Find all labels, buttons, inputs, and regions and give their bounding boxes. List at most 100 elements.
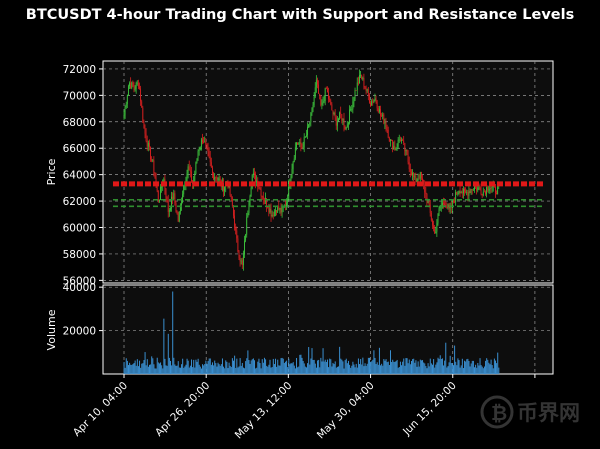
volume-bar xyxy=(238,366,240,374)
volume-bar xyxy=(288,358,290,374)
volume-bar xyxy=(259,363,261,374)
candle-body xyxy=(142,107,144,123)
candle-body xyxy=(310,113,312,123)
candle-body xyxy=(194,173,196,181)
volume-bar xyxy=(225,360,227,374)
candle-body xyxy=(130,82,132,89)
candle-body xyxy=(466,192,468,193)
volume-bar xyxy=(382,365,384,374)
candle-body xyxy=(326,88,328,93)
volume-bar xyxy=(318,359,320,374)
volume-bar xyxy=(247,350,249,374)
candle-body xyxy=(397,139,399,147)
volume-bar xyxy=(373,350,375,374)
volume-bar xyxy=(401,365,403,374)
candle-body xyxy=(438,208,440,214)
volume-bar xyxy=(229,365,231,374)
volume-bar xyxy=(313,359,315,374)
candle-body xyxy=(324,88,326,102)
volume-bar xyxy=(460,365,462,374)
volume-bar xyxy=(195,359,197,374)
volume-bar xyxy=(305,367,307,374)
volume-bar xyxy=(320,357,322,374)
volume-bar xyxy=(335,367,337,374)
volume-bar xyxy=(333,364,335,374)
candle-body xyxy=(206,144,208,148)
candle-body xyxy=(394,145,396,150)
price-tick-label: 68000 xyxy=(63,117,96,129)
candle-body xyxy=(136,82,138,84)
volume-bar xyxy=(477,362,479,374)
volume-bar xyxy=(497,352,499,374)
candle-body xyxy=(246,217,248,235)
candle-body xyxy=(476,186,478,191)
candle-body xyxy=(254,173,255,175)
candle-body xyxy=(233,206,234,216)
volume-bar xyxy=(169,360,171,374)
candle-body xyxy=(375,98,377,102)
candle-body xyxy=(428,202,430,205)
volume-bar xyxy=(489,364,491,374)
volume-bar xyxy=(175,365,177,374)
svg-text:币界网: 币界网 xyxy=(517,401,580,425)
volume-axis-label: Volume xyxy=(45,309,58,350)
candle-body xyxy=(487,187,489,191)
candle-body xyxy=(224,186,226,192)
volume-bar xyxy=(485,360,487,374)
volume-bar xyxy=(298,366,300,374)
volume-bar xyxy=(454,345,456,374)
candle-body xyxy=(144,128,146,134)
volume-bar xyxy=(276,366,278,374)
candle-body xyxy=(447,204,449,208)
candle-body xyxy=(367,89,369,96)
volume-bar xyxy=(330,359,332,374)
candle-body xyxy=(141,101,143,108)
candle-body xyxy=(321,102,323,105)
volume-bar xyxy=(183,367,185,374)
volume-bar xyxy=(364,363,366,374)
candle-body xyxy=(244,240,245,255)
candle-body xyxy=(251,174,253,188)
candle-body xyxy=(420,172,422,179)
volume-bar xyxy=(235,367,237,374)
volume-bar xyxy=(254,360,256,374)
candle-body xyxy=(153,160,155,173)
volume-bar xyxy=(307,363,309,374)
volume-bar xyxy=(123,362,125,374)
candle-body xyxy=(459,190,461,194)
volume-bar xyxy=(424,363,426,374)
candle-body xyxy=(247,213,249,218)
volume-bar xyxy=(161,365,163,374)
candle-body xyxy=(415,176,417,183)
candle-body xyxy=(339,112,341,119)
x-tick-label: Jun 15, 20:00 xyxy=(400,380,459,439)
volume-bar xyxy=(136,359,138,374)
volume-bar xyxy=(271,366,273,374)
volume-bar xyxy=(455,361,457,374)
candle-body xyxy=(314,87,316,97)
volume-bar xyxy=(319,367,321,374)
candle-body xyxy=(359,75,360,84)
volume-bar xyxy=(339,346,341,374)
volume-bar xyxy=(344,360,346,374)
candle-body xyxy=(199,147,201,150)
price-panel xyxy=(102,60,554,284)
candle-body xyxy=(204,141,206,143)
candle-body xyxy=(187,166,189,174)
volume-bar xyxy=(402,361,404,374)
candle-body xyxy=(309,122,311,125)
volume-bar xyxy=(428,366,430,374)
volume-bar xyxy=(250,360,252,374)
candle-body xyxy=(173,193,175,200)
volume-bar xyxy=(474,367,476,374)
volume-bar xyxy=(492,368,494,374)
candle-body xyxy=(182,194,184,203)
candle-body xyxy=(360,74,362,76)
candle-body xyxy=(165,188,167,199)
volume-bar xyxy=(126,360,128,374)
volume-bar xyxy=(466,359,468,374)
candle-body xyxy=(345,126,347,130)
candle-body xyxy=(422,178,423,181)
candle-body xyxy=(269,208,271,213)
candle-body xyxy=(477,187,479,191)
